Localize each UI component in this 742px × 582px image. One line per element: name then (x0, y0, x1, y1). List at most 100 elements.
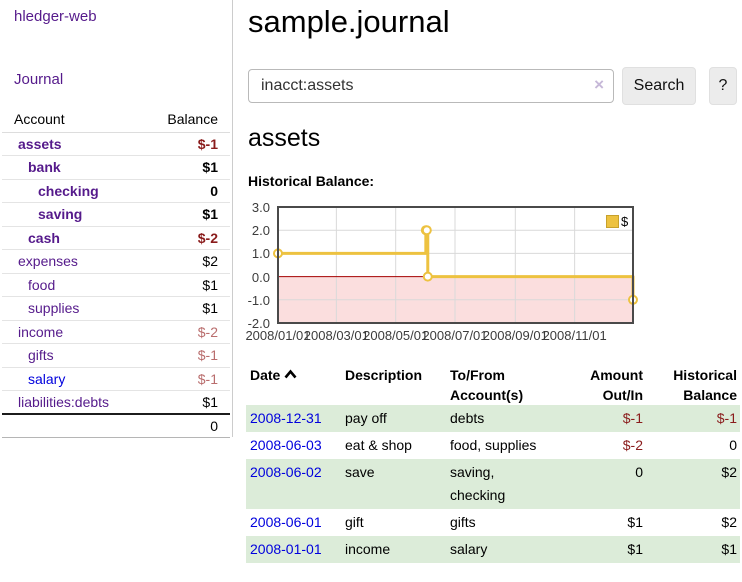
account-balance: $1 (145, 155, 230, 180)
account-row: income $-2 (2, 320, 230, 344)
account-link-saving[interactable]: saving (38, 206, 83, 223)
accounts-table: Account Balance assets $-1 bank $1 checking 0… (2, 106, 230, 438)
legend-label: $ (621, 214, 629, 229)
clear-search-icon[interactable]: × (594, 75, 604, 94)
account-row: expenses $2 (2, 249, 230, 274)
account-balance: $-1 (145, 132, 230, 156)
chart-legend: $ (606, 214, 628, 229)
y-axis-tick-label: 1.0 (251, 246, 270, 262)
data-point-marker (422, 271, 433, 282)
transaction-date-link[interactable]: 2008-06-02 (250, 464, 322, 480)
register-header-row: Date Description To/From Account(s) Amount Ou… (246, 365, 740, 405)
account-row: supplies $1 (2, 296, 230, 321)
page-title: sample.journal (248, 4, 450, 39)
transaction-description: pay off (345, 405, 450, 432)
account-link-cash[interactable]: cash (28, 229, 60, 246)
account-link-gifts[interactable]: gifts (28, 347, 54, 364)
register-column-header-amount: Amount Out/In (590, 367, 643, 403)
sidebar-item-journal[interactable]: Journal (14, 71, 64, 88)
transaction-date-link[interactable]: 2008-12-31 (250, 410, 322, 426)
plot-border (277, 206, 634, 324)
transaction-balance: $2 (643, 459, 740, 509)
transaction-row: 2008-01-01 income salary $1 $1 (246, 536, 740, 563)
app-brand-link[interactable]: hledger-web (14, 8, 97, 25)
account-link-salary[interactable]: salary (28, 370, 66, 387)
transaction-balance: $1 (643, 536, 740, 563)
register-column-header-date[interactable]: Date (246, 365, 345, 405)
account-balance: $1 (145, 273, 230, 297)
transaction-date-link[interactable]: 2008-06-01 (250, 514, 322, 530)
account-row: gifts $-1 (2, 343, 230, 368)
transaction-description: eat & shop (345, 437, 412, 453)
chart-canvas (273, 206, 638, 324)
transaction-amount: $1 (627, 514, 643, 530)
transaction-description: save (345, 459, 450, 509)
transaction-balance: 0 (729, 437, 737, 453)
account-link-expenses[interactable]: expenses (18, 253, 78, 270)
account-row: assets $-1 (2, 132, 230, 156)
transaction-amount: $-2 (622, 437, 643, 453)
account-balance: $1 (145, 296, 230, 321)
transaction-accounts: salary (450, 536, 565, 563)
transaction-date-link[interactable]: 2008-01-01 (250, 541, 322, 557)
x-axis-tick-label: 2008/05/01 (363, 328, 429, 343)
account-row: saving $1 (2, 202, 230, 227)
help-button[interactable]: ? (709, 67, 737, 105)
y-axis-tick-label: 2.0 (251, 223, 270, 239)
account-link-liabilities-debts[interactable]: liabilities:debts (18, 394, 110, 410)
account-row: bank $1 (2, 155, 230, 180)
y-axis-tick-label: -2.0 (247, 316, 270, 331)
transaction-row: 2008-12-31 pay off debts $-1 $-1 (246, 405, 740, 432)
transaction-amount: 0 (565, 459, 643, 509)
transaction-balance: $-1 (643, 405, 740, 432)
transaction-description: income (345, 536, 450, 563)
transaction-accounts: gifts (450, 514, 476, 530)
search-button[interactable]: Search (622, 67, 696, 105)
account-balance: 0 (145, 179, 230, 203)
transaction-row: 2008-06-03 eat & shop food, supplies $-2 0 (246, 432, 740, 459)
transaction-amount: $1 (565, 536, 643, 563)
account-row: food $1 (2, 273, 230, 297)
accounts-total-row: 0 (2, 413, 230, 438)
transaction-row: 2008-06-01 gift gifts $1 $2 (246, 509, 740, 536)
account-link-food[interactable]: food (28, 276, 56, 293)
account-row: cash $-2 (2, 226, 230, 250)
transaction-accounts: debts (450, 405, 565, 432)
accounts-total-value: 0 (145, 413, 230, 438)
transaction-date-link[interactable]: 2008-06-03 (250, 437, 322, 453)
register-column-header-description: Description (345, 367, 423, 383)
search-input[interactable] (248, 69, 614, 103)
sidebar: hledger-web Journal Account Balance asse… (0, 0, 233, 438)
x-axis-tick-label: 2008/11/01 (542, 328, 607, 343)
transaction-amount: $-1 (565, 405, 643, 432)
account-row: salary $-1 (2, 367, 230, 391)
sort-ascending-icon (284, 369, 297, 379)
register-table: Date Description To/From Account(s) Amount Ou… (246, 365, 740, 563)
account-balance: $-1 (145, 367, 230, 391)
account-heading: assets (248, 124, 321, 152)
legend-swatch (606, 215, 619, 228)
account-balance: $1 (145, 390, 230, 415)
account-link-assets[interactable]: assets (18, 135, 62, 152)
account-balance: $2 (145, 249, 230, 274)
account-balance: $1 (145, 202, 230, 227)
x-axis-tick-label: 2008/01/01 (245, 328, 311, 343)
transaction-row: 2008-06-02 save saving, checking 0 $2 (246, 459, 740, 509)
accounts-table-header: Account Balance (2, 106, 230, 133)
account-row: checking 0 (2, 179, 230, 203)
register-column-header-balance: Historical Balance (673, 367, 737, 403)
account-link-income[interactable]: income (18, 323, 64, 340)
register-column-header-accounts: To/From Account(s) (450, 367, 524, 403)
x-axis-tick-label: 2008/03/01 (303, 328, 369, 343)
x-axis-tick-label: 2008/07/01 (422, 328, 488, 343)
account-link-bank[interactable]: bank (28, 159, 61, 176)
transaction-balance: $2 (721, 514, 737, 530)
y-axis-tick-label: 0.0 (251, 269, 270, 285)
account-balance: $-2 (145, 320, 230, 344)
y-axis-tick-label: -1.0 (247, 292, 270, 308)
account-balance: $-2 (145, 226, 230, 250)
account-link-checking[interactable]: checking (38, 182, 99, 199)
account-link-supplies[interactable]: supplies (28, 300, 80, 317)
balance-column-header: Balance (145, 106, 230, 133)
